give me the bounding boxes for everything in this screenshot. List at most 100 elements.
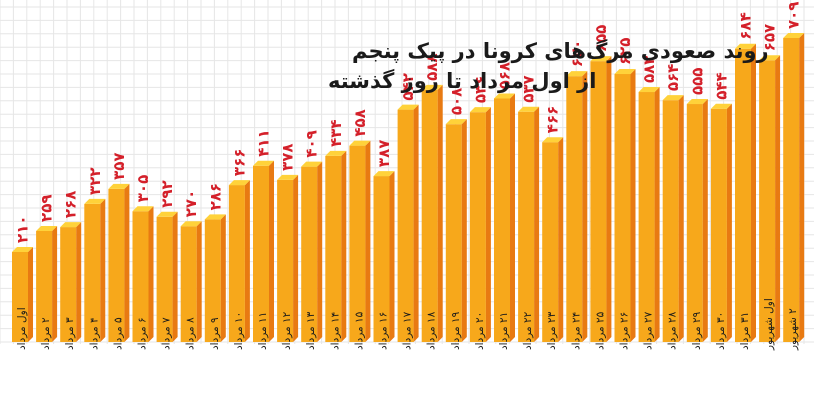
bar	[662, 95, 684, 342]
bar-front	[108, 188, 125, 342]
bar-side	[534, 106, 540, 343]
bar-front	[590, 61, 607, 342]
value-label: ۵۸۳	[640, 56, 658, 83]
bar-front	[180, 226, 197, 342]
bar-side	[799, 33, 805, 342]
chart-title-line-1: روند صعودی مرگ‌های کرونا در پیک پنجم	[352, 38, 769, 63]
category-label: اول شهریور	[763, 298, 775, 351]
bar-top	[108, 183, 130, 189]
category-label: ۲۶ مرداد	[619, 312, 631, 350]
value-label: ۲۸۶	[206, 183, 224, 210]
bar-top	[735, 43, 756, 49]
bar-front	[228, 185, 245, 342]
value-label: ۴۰۹	[303, 130, 321, 157]
bar-side	[341, 150, 347, 342]
bar-side	[606, 56, 612, 342]
category-label: ۵ مرداد	[112, 317, 124, 350]
bar-side	[389, 171, 395, 342]
bar-side	[293, 174, 299, 342]
bar-front	[759, 60, 776, 342]
bar	[36, 225, 58, 342]
bar	[108, 183, 130, 342]
chart-title-line-2: از اول مرداد تا روز گذشته	[328, 68, 596, 93]
bar-front	[277, 179, 294, 342]
bar-top	[638, 87, 660, 93]
bar-side	[702, 99, 708, 342]
bar	[60, 222, 82, 342]
category-label: ۲ شهریور	[787, 308, 799, 351]
bar-side	[244, 180, 250, 342]
bar-front	[397, 109, 414, 343]
category-label: ۲۸ مرداد	[667, 311, 679, 350]
bar-top	[156, 211, 178, 217]
bar-side	[582, 71, 588, 342]
value-label: ۲۹۲	[158, 180, 176, 207]
category-label: ۱۴ مرداد	[329, 312, 341, 350]
bar-top	[228, 180, 250, 186]
category-label: اول مرداد	[16, 307, 28, 350]
bar-front	[638, 92, 655, 342]
bar-front	[614, 74, 631, 343]
bar-front	[783, 38, 800, 342]
bar-front	[12, 251, 28, 342]
bar-side	[76, 222, 82, 342]
bar	[156, 211, 178, 342]
bar	[12, 246, 33, 342]
bar-top	[301, 161, 323, 167]
category-label: ۲۷ مرداد	[643, 311, 655, 350]
bar-side	[437, 84, 443, 342]
bar-side	[726, 103, 732, 342]
value-label: ۴۵۸	[351, 109, 369, 136]
category-label: ۱۵ مرداد	[353, 311, 365, 350]
value-label: ۴۱۱	[255, 129, 273, 156]
bar-front	[156, 216, 173, 342]
bar	[518, 106, 540, 343]
bar-side	[148, 206, 154, 342]
bar-front	[325, 155, 342, 342]
bar-side	[220, 214, 226, 342]
bar	[590, 56, 612, 342]
category-label: ۶ مرداد	[137, 317, 149, 350]
value-label: ۶۲۵	[616, 38, 634, 65]
category-label: ۲۹ مرداد	[691, 311, 703, 350]
value-label: ۵۵۵	[688, 68, 706, 95]
bar-front	[253, 165, 269, 342]
bar-side	[630, 69, 636, 343]
bar-top	[710, 103, 732, 109]
bar-top	[325, 150, 347, 156]
bar	[445, 119, 467, 343]
value-labels: ۲۱۰ ۲۵۹ ۲۶۸ ۳۲۲ ۳۵۷ ۳۰۵ ۲۹۲ ۲۷۰ ۲۸۶ ۳۶۶ ۴۱۱ ۳۷۸ ۴۰۹ ۴…	[14, 2, 803, 243]
bar	[253, 160, 274, 342]
bar-side	[678, 95, 684, 342]
bar-side	[52, 225, 58, 342]
bar-top	[373, 171, 395, 177]
bar-side	[775, 55, 781, 342]
bar-front	[373, 176, 390, 342]
bar-top	[686, 99, 708, 105]
bar	[735, 43, 756, 342]
bar-top	[542, 137, 564, 143]
value-label: ۵۸۸	[423, 53, 441, 80]
bar	[686, 99, 708, 342]
value-label: ۶۸۴	[737, 12, 755, 39]
bar-top	[445, 119, 467, 125]
bar-front	[132, 211, 149, 342]
bar-front	[36, 230, 53, 342]
category-label: ۱۰ مرداد	[233, 312, 245, 350]
category-label: ۴ مرداد	[88, 317, 100, 350]
value-label: ۶۵۷	[761, 24, 779, 51]
bar-side	[510, 93, 515, 342]
bar	[469, 107, 491, 343]
category-label: ۱۷ مرداد	[402, 311, 414, 350]
bar	[325, 150, 347, 342]
bar	[84, 198, 106, 342]
bar-top	[518, 106, 540, 112]
bar-side	[413, 104, 419, 343]
bar-top	[12, 246, 33, 252]
bar	[204, 214, 226, 342]
category-label: ۲۱ مرداد	[498, 312, 510, 350]
bar-side	[196, 221, 202, 342]
bar-front	[349, 145, 366, 342]
bar-top	[349, 140, 371, 146]
